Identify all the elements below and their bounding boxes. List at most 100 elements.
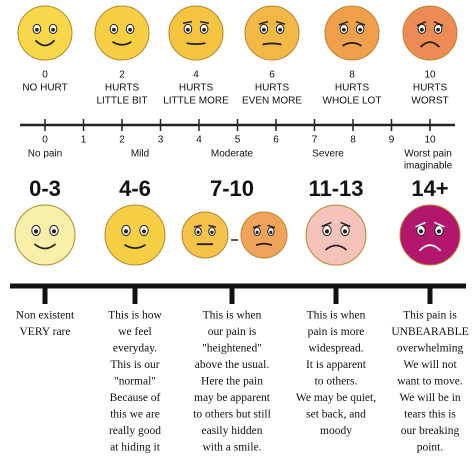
- scale-number: 3: [158, 135, 164, 146]
- face-label: HURTS: [255, 83, 290, 94]
- group-text: This is when: [307, 310, 366, 322]
- face-circle: [104, 204, 166, 266]
- group-text: It is apparent: [306, 359, 367, 371]
- face: [240, 211, 288, 259]
- brow: [193, 224, 202, 228]
- mouth: [418, 244, 442, 252]
- group-text: We will not: [403, 359, 457, 371]
- brow: [321, 221, 332, 228]
- scale-number: 1: [81, 135, 87, 146]
- group-text: everyday.: [113, 343, 157, 355]
- pupil: [436, 27, 440, 32]
- scale-number: 5: [235, 135, 241, 146]
- group-text: We will be in: [399, 392, 461, 404]
- group-text: our breaking: [401, 425, 460, 437]
- mouth: [186, 42, 206, 46]
- pupil: [35, 27, 39, 32]
- scale-label: No pain: [28, 149, 62, 160]
- face-label: HURTS: [179, 83, 214, 94]
- pupil: [112, 27, 116, 32]
- face-number: 0: [42, 70, 48, 81]
- pupil: [51, 229, 57, 234]
- brow: [199, 20, 210, 25]
- scale-label: Moderate: [211, 149, 254, 160]
- group-range: 4-6: [119, 176, 151, 201]
- group-text: widespread.: [308, 343, 363, 355]
- face-circle: [94, 5, 150, 61]
- pupil: [342, 229, 348, 234]
- face: [104, 204, 166, 266]
- face: [94, 5, 150, 61]
- face-circle: [324, 5, 380, 61]
- group-text: We may be quiet,: [296, 392, 376, 404]
- face-label: HURTS: [105, 83, 140, 94]
- face-circle: [14, 204, 76, 266]
- face: [402, 5, 458, 61]
- group-text: "heightened": [202, 343, 262, 355]
- group-range: 0-3: [29, 176, 61, 201]
- group-text: easily hidden: [202, 425, 263, 437]
- group-text: to others but still: [193, 409, 271, 421]
- face: [399, 204, 461, 266]
- group-text: this we are: [110, 409, 160, 421]
- pupil: [128, 27, 132, 32]
- brow: [267, 224, 276, 229]
- scale-number: 2: [119, 135, 125, 146]
- pupil: [269, 230, 273, 234]
- face-number: 8: [349, 70, 355, 81]
- group-text: to others.: [315, 376, 358, 388]
- scale-number: 6: [273, 135, 279, 146]
- group-text: want to move.: [397, 376, 463, 388]
- pupil: [33, 229, 39, 234]
- scale-number: 9: [389, 135, 395, 146]
- scale-label: imaginable: [404, 161, 453, 172]
- mouth: [34, 39, 56, 47]
- group-text: tears this is: [404, 409, 456, 421]
- mouth: [255, 242, 273, 247]
- face-number: 10: [424, 70, 436, 81]
- group-text: point.: [417, 442, 444, 454]
- group-text: This pain is: [403, 310, 457, 322]
- mouth: [419, 41, 441, 48]
- pupil: [358, 27, 362, 32]
- brow: [415, 221, 426, 228]
- face: [244, 5, 300, 61]
- group-text: Non existent: [16, 310, 75, 322]
- pupil: [196, 230, 200, 234]
- brow: [208, 224, 217, 228]
- face-number: 2: [119, 70, 125, 81]
- brow: [434, 221, 445, 228]
- scale-number: 7: [312, 135, 318, 146]
- group-text: This is how: [108, 310, 162, 322]
- scale-label: Severe: [312, 149, 344, 160]
- brow: [252, 224, 261, 229]
- scale-number: 0: [42, 135, 48, 146]
- scale-label: Worst pain: [404, 149, 452, 160]
- face-circle: [240, 211, 288, 259]
- face-number: 4: [193, 70, 199, 81]
- pupil: [202, 27, 206, 32]
- pupil: [210, 230, 214, 234]
- group-text: pain is more: [308, 326, 365, 338]
- mouth: [112, 41, 132, 46]
- face-label: HURTS: [413, 83, 448, 94]
- face-circle: [168, 5, 224, 61]
- group-text: our pain is: [208, 326, 257, 338]
- group-text: This is our: [110, 359, 159, 371]
- brow: [433, 20, 444, 27]
- face-circle: [17, 5, 73, 61]
- scale-number: 10: [424, 135, 436, 146]
- face-circle: [181, 211, 229, 259]
- brow: [416, 20, 427, 27]
- group-range: 7-10: [210, 176, 254, 201]
- face-label: WORST: [411, 96, 448, 107]
- group-text: UNBEARABLE: [391, 326, 468, 338]
- group-text: we feel: [118, 326, 152, 338]
- group-text: "normal": [114, 376, 156, 388]
- face-circle: [399, 204, 461, 266]
- face: [305, 204, 367, 266]
- mouth: [324, 244, 348, 251]
- face-label: WHOLE LOT: [323, 96, 382, 107]
- pupil: [141, 229, 147, 234]
